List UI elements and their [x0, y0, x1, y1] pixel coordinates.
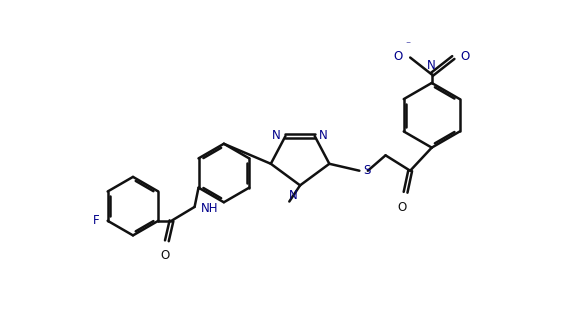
Text: S: S [363, 164, 371, 177]
Text: O: O [398, 201, 407, 214]
Text: ⁻: ⁻ [406, 40, 411, 50]
Text: N: N [272, 129, 281, 142]
Text: N: N [289, 189, 298, 202]
Text: O: O [161, 249, 170, 262]
Text: O: O [460, 50, 470, 63]
Text: O: O [393, 50, 403, 63]
Text: NH: NH [201, 202, 219, 215]
Text: F: F [93, 214, 100, 227]
Text: N: N [427, 59, 436, 72]
Text: N: N [319, 129, 328, 142]
